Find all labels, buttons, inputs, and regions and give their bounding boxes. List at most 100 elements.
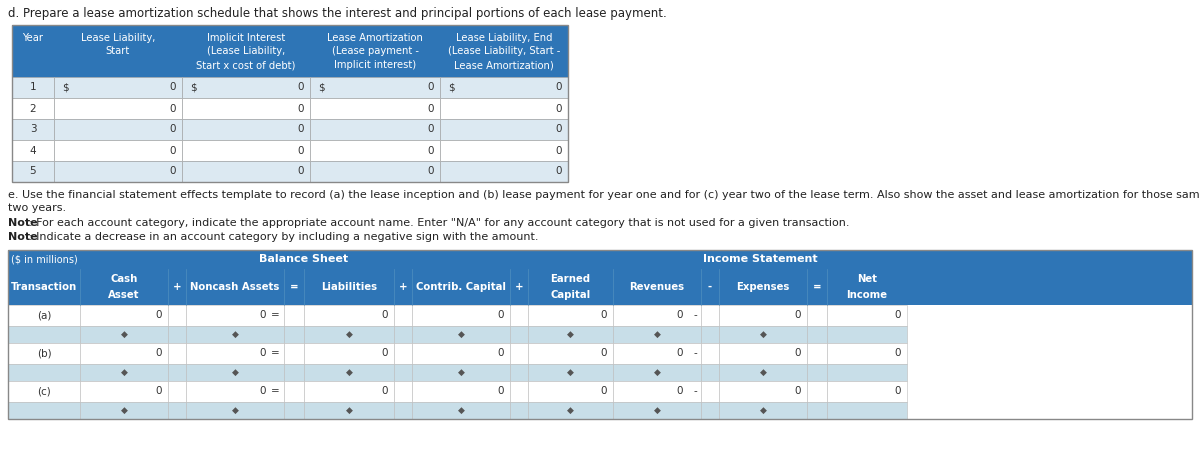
Text: 0: 0 <box>794 311 802 321</box>
Bar <box>8 343 80 364</box>
Bar <box>310 77 440 98</box>
Text: Income Statement: Income Statement <box>703 254 817 265</box>
Text: two years.: two years. <box>8 203 66 213</box>
Text: 0: 0 <box>427 146 434 156</box>
Text: (Lease Liability,: (Lease Liability, <box>206 47 286 56</box>
Bar <box>808 381 827 402</box>
Text: Lease Amortization): Lease Amortization) <box>454 60 554 70</box>
Text: Year: Year <box>23 33 43 43</box>
Bar <box>304 381 394 402</box>
Text: (b): (b) <box>37 348 52 359</box>
Text: 0: 0 <box>156 311 162 321</box>
Bar <box>808 343 827 364</box>
Text: 3: 3 <box>30 125 36 134</box>
Text: 2: 2 <box>30 103 36 113</box>
Text: 0: 0 <box>427 125 434 134</box>
Text: Note: Note <box>8 232 37 242</box>
Text: Asset: Asset <box>108 290 139 300</box>
Text: 0: 0 <box>677 386 683 397</box>
Text: -: - <box>694 348 697 359</box>
Bar <box>8 402 80 419</box>
Bar <box>80 326 168 343</box>
Text: 0: 0 <box>169 83 176 93</box>
Bar <box>168 402 186 419</box>
Bar <box>412 402 510 419</box>
Bar <box>310 161 440 182</box>
Bar <box>701 343 719 364</box>
Bar <box>510 326 528 343</box>
Text: +: + <box>515 282 523 292</box>
Text: 0: 0 <box>677 348 683 359</box>
Bar <box>412 364 510 381</box>
Bar <box>827 305 907 326</box>
Text: 0: 0 <box>156 348 162 359</box>
Bar <box>528 381 613 402</box>
Bar <box>808 326 827 343</box>
Bar <box>284 343 304 364</box>
Text: Noncash Assets: Noncash Assets <box>191 282 280 292</box>
Text: 0: 0 <box>298 125 304 134</box>
Text: Lease Amortization: Lease Amortization <box>328 33 422 43</box>
Text: ◆: ◆ <box>760 368 767 377</box>
Bar <box>719 343 808 364</box>
Bar <box>168 343 186 364</box>
Text: 0: 0 <box>427 83 434 93</box>
Bar <box>701 326 719 343</box>
Text: ◆: ◆ <box>654 368 660 377</box>
Text: 0: 0 <box>427 103 434 113</box>
Bar <box>8 250 1192 305</box>
Text: Income: Income <box>846 290 888 300</box>
Text: Capital: Capital <box>551 290 590 300</box>
Bar <box>440 140 568 161</box>
Bar <box>8 250 1192 419</box>
Bar <box>394 364 412 381</box>
Bar <box>827 381 907 402</box>
Bar <box>701 364 719 381</box>
Text: ◆: ◆ <box>568 330 574 339</box>
Text: Lease Liability,: Lease Liability, <box>80 33 155 43</box>
Text: 0: 0 <box>259 386 266 397</box>
Text: 0: 0 <box>427 166 434 177</box>
Bar <box>168 305 186 326</box>
Bar <box>54 77 182 98</box>
Bar <box>54 161 182 182</box>
Text: e. Use the financial statement effects template to record (a) the lease inceptio: e. Use the financial statement effects t… <box>8 190 1200 200</box>
Text: +: + <box>173 282 181 292</box>
Bar <box>613 343 701 364</box>
Text: 0: 0 <box>894 311 901 321</box>
Bar <box>12 98 54 119</box>
Text: 0: 0 <box>498 386 504 397</box>
Text: (Lease Liability, Start -: (Lease Liability, Start - <box>448 47 560 56</box>
Text: -: - <box>708 282 712 292</box>
Text: ◆: ◆ <box>232 330 239 339</box>
Text: 1: 1 <box>30 83 36 93</box>
Bar <box>80 305 168 326</box>
Text: ◆: ◆ <box>346 368 353 377</box>
Text: Revenues: Revenues <box>630 282 684 292</box>
Bar <box>528 343 613 364</box>
Bar <box>719 402 808 419</box>
Text: +: + <box>398 282 407 292</box>
Bar <box>12 140 54 161</box>
Bar <box>808 364 827 381</box>
Text: Earned: Earned <box>551 274 590 284</box>
Bar <box>719 326 808 343</box>
Text: 0: 0 <box>556 103 562 113</box>
Bar <box>8 305 80 326</box>
Bar <box>310 140 440 161</box>
Bar <box>827 326 907 343</box>
Bar <box>304 364 394 381</box>
Bar <box>510 305 528 326</box>
Text: ◆: ◆ <box>346 330 353 339</box>
Text: ◆: ◆ <box>457 330 464 339</box>
Bar <box>182 119 310 140</box>
Bar <box>186 305 284 326</box>
Bar <box>8 381 80 402</box>
Bar <box>168 364 186 381</box>
Bar <box>827 343 907 364</box>
Bar <box>440 77 568 98</box>
Text: 4: 4 <box>30 146 36 156</box>
Bar <box>510 343 528 364</box>
Text: Lease Liability, End: Lease Liability, End <box>456 33 552 43</box>
Bar <box>310 119 440 140</box>
